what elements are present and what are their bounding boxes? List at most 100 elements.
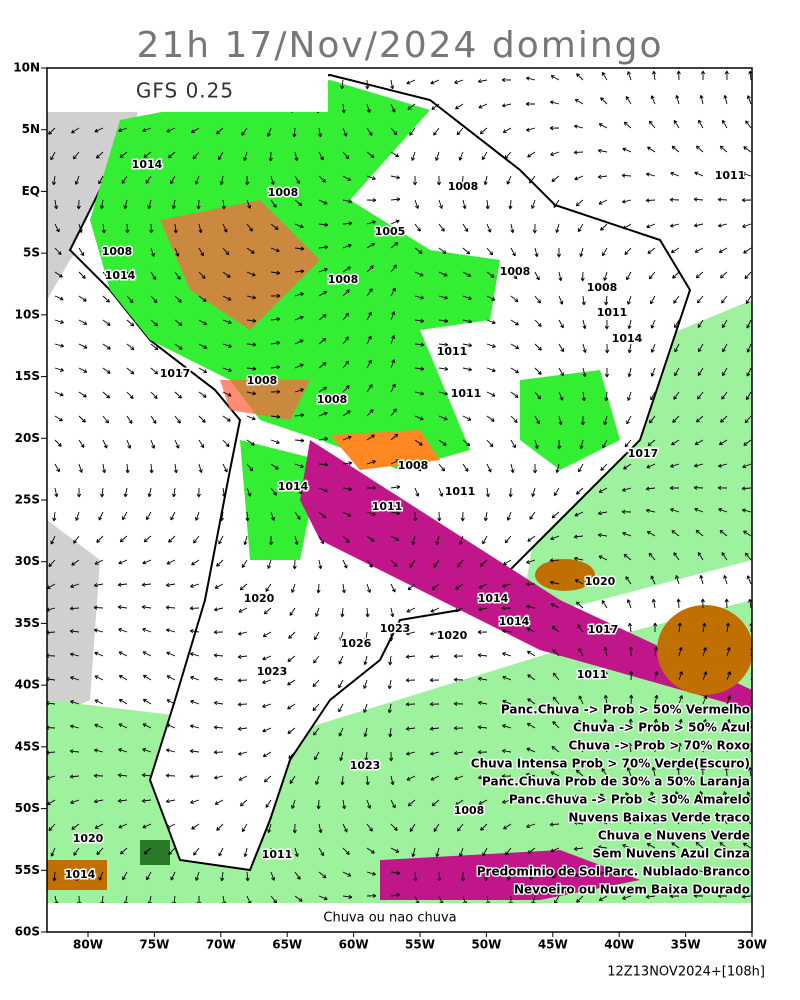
wind-arrow xyxy=(486,223,492,233)
wind-arrow xyxy=(621,869,632,874)
wind-arrow xyxy=(390,408,397,417)
wind-arrow xyxy=(651,766,656,777)
wind-arrow xyxy=(669,223,680,228)
wind-arrow xyxy=(318,535,324,545)
wind-arrow xyxy=(486,295,496,301)
wind-arrow xyxy=(238,631,248,636)
wind-arrow xyxy=(94,127,104,133)
wind-arrow xyxy=(390,287,396,297)
wind-arrow xyxy=(241,559,248,568)
wind-arrow xyxy=(338,655,344,665)
wind-arrow xyxy=(603,670,608,681)
wind-arrow xyxy=(534,271,540,281)
wind-arrow xyxy=(70,799,80,805)
wind-arrow xyxy=(338,679,344,689)
wind-arrow xyxy=(54,439,62,447)
wind-arrow xyxy=(145,175,152,184)
isobar-label: 1014 xyxy=(278,480,309,493)
legend-entry: Chuva -> Prob > 70% Roxo xyxy=(568,739,750,753)
wind-arrow xyxy=(602,623,608,633)
model-box xyxy=(47,68,328,112)
wind-arrow xyxy=(78,247,85,257)
wind-arrow xyxy=(741,894,752,899)
wind-arrow xyxy=(96,535,104,543)
wind-arrow xyxy=(724,598,729,609)
wind-arrow xyxy=(723,575,728,585)
wind-arrow xyxy=(390,775,395,786)
wind-arrow xyxy=(699,94,704,105)
wind-arrow xyxy=(525,604,536,609)
wind-arrow xyxy=(143,535,152,543)
wind-arrow xyxy=(270,317,281,322)
wind-arrow xyxy=(719,271,728,279)
wind-arrow xyxy=(678,647,683,657)
wind-arrow xyxy=(627,742,632,753)
wind-arrow xyxy=(605,343,610,354)
wind-arrow xyxy=(672,271,680,279)
wind-arrow xyxy=(289,607,296,616)
wind-arrow xyxy=(318,559,323,570)
wind-arrow xyxy=(294,511,301,520)
wind-arrow xyxy=(527,674,536,681)
wind-arrow xyxy=(626,271,632,281)
wind-arrow xyxy=(723,94,728,105)
wind-arrow xyxy=(166,748,176,753)
wind-arrow xyxy=(318,895,328,901)
wind-arrow xyxy=(48,559,56,567)
wind-arrow xyxy=(318,222,329,227)
wind-arrow xyxy=(340,775,345,786)
wind-arrow xyxy=(460,871,466,882)
wind-arrow xyxy=(433,127,440,136)
wind-arrow xyxy=(166,127,176,133)
wind-arrow xyxy=(78,343,88,349)
wind-arrow xyxy=(438,439,447,446)
wind-arrow xyxy=(270,199,277,208)
wind-arrow xyxy=(363,679,368,689)
wind-arrow xyxy=(694,867,704,873)
wind-arrow xyxy=(342,894,353,899)
model-label: GFS 0.25 xyxy=(136,79,234,103)
wind-arrow xyxy=(578,671,584,681)
wind-arrow xyxy=(698,343,704,353)
wind-arrow xyxy=(504,847,512,856)
axis-ticks: 10N 5N EQ 5S 10S 15S 20S 25S 30S 35S 40S 45S 50S 55S 6… xyxy=(13,61,767,952)
wind-arrow xyxy=(95,151,104,159)
wind-arrow xyxy=(454,79,464,84)
wind-arrow xyxy=(318,487,328,493)
wind-arrow xyxy=(52,871,57,882)
wind-arrow xyxy=(462,367,473,372)
bottom-label: Chuva ou nao chuva xyxy=(323,911,456,926)
wind-arrow xyxy=(262,751,272,758)
wind-arrow xyxy=(702,719,707,729)
wind-arrow xyxy=(600,97,608,105)
wind-arrow xyxy=(502,652,512,657)
wind-arrow xyxy=(650,367,656,377)
wind-arrow xyxy=(670,508,680,513)
wind-arrow xyxy=(215,127,224,135)
wind-arrow xyxy=(119,151,128,159)
wind-arrow xyxy=(414,271,424,277)
wind-arrow xyxy=(270,511,275,521)
wind-arrow xyxy=(93,773,104,778)
wind-arrow xyxy=(600,463,608,471)
wind-arrow xyxy=(529,511,536,520)
wind-arrow xyxy=(573,124,584,129)
isobar-label: 1017 xyxy=(628,447,659,460)
wind-arrow xyxy=(741,486,752,491)
wind-arrow xyxy=(677,742,682,753)
wind-arrow xyxy=(150,415,157,424)
wind-arrow xyxy=(433,823,440,832)
wind-arrow xyxy=(93,748,104,753)
wind-arrow xyxy=(363,727,368,738)
wind-arrow xyxy=(699,791,704,801)
isobar-label: 1011 xyxy=(445,485,476,498)
wind-arrow xyxy=(126,367,135,375)
wind-arrow xyxy=(366,175,376,181)
wind-arrow xyxy=(262,703,272,708)
wind-arrow xyxy=(431,799,440,807)
wind-arrow xyxy=(312,679,320,688)
wind-arrow xyxy=(118,748,128,753)
wind-arrow xyxy=(288,631,296,639)
wind-arrow xyxy=(173,223,178,234)
wind-arrow xyxy=(406,775,416,781)
